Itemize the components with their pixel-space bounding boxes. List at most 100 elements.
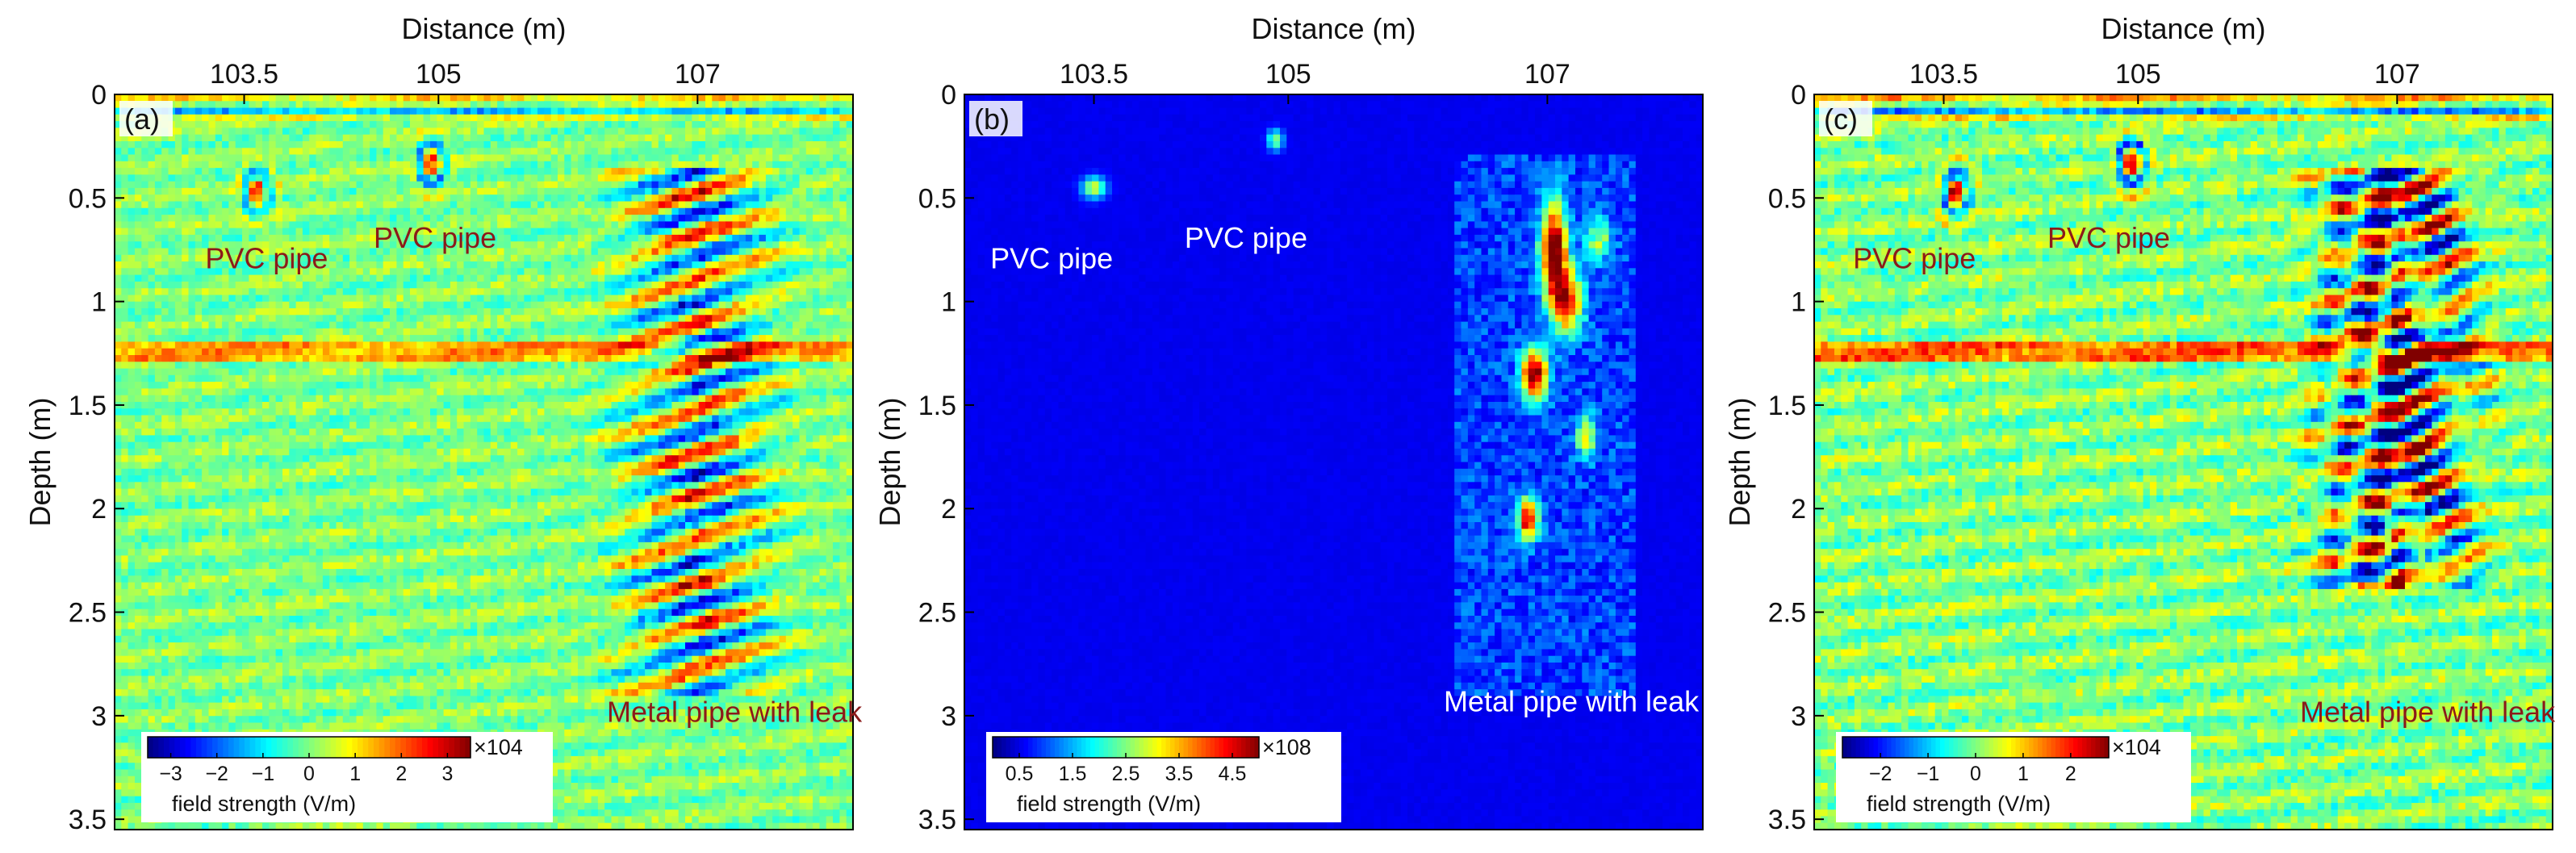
colorbar-swatch bbox=[228, 737, 234, 758]
colorbar-swatch bbox=[2043, 737, 2047, 758]
colorbar-swatch bbox=[1028, 737, 1033, 758]
colorbar-title: field strength (V/m) bbox=[1867, 792, 2051, 816]
colorbar-swatch bbox=[2029, 737, 2034, 758]
colorbar-tick-label: −2 bbox=[1869, 763, 1892, 785]
colorbar-swatch bbox=[336, 737, 341, 758]
colorbar-tick-label: 2 bbox=[2065, 763, 2076, 785]
x-tick-label: 103.5 bbox=[1060, 59, 1128, 90]
colorbar-tick-label: −2 bbox=[205, 763, 228, 785]
y-tick-label: 0 bbox=[941, 80, 956, 111]
colorbar-swatch bbox=[1847, 737, 1852, 758]
colorbar-swatch bbox=[148, 737, 153, 758]
colorbar-swatch bbox=[1984, 737, 1989, 758]
colorbar-swatch bbox=[454, 737, 460, 758]
colorbar-swatch bbox=[234, 737, 240, 758]
colorbar-swatch bbox=[2064, 737, 2069, 758]
colorbar-swatch bbox=[1099, 737, 1104, 758]
colorbar-swatch bbox=[1246, 737, 1251, 758]
colorbar-tick-label: 1 bbox=[349, 763, 361, 785]
colorbar-swatch bbox=[1851, 737, 1856, 758]
colorbar-swatch bbox=[331, 737, 337, 758]
colorbar-swatch bbox=[245, 737, 250, 758]
colorbar-tick-label: 0 bbox=[1970, 763, 1981, 785]
colorbar-swatch bbox=[2060, 737, 2065, 758]
colorbar-swatch bbox=[250, 737, 256, 758]
colorbar-swatch bbox=[1865, 737, 1870, 758]
y-tick-label: 1.5 bbox=[918, 391, 956, 421]
colorbar-swatch bbox=[223, 737, 228, 758]
colorbar-tick-label: 2 bbox=[395, 763, 407, 785]
y-tick-label: 1 bbox=[91, 287, 107, 318]
colorbar-swatch bbox=[2073, 737, 2078, 758]
colorbar-swatch bbox=[158, 737, 164, 758]
y-tick-label: 1.5 bbox=[69, 391, 107, 421]
colorbar-swatch bbox=[1064, 737, 1068, 758]
colorbar-swatch bbox=[2020, 737, 2025, 758]
colorbar-tick-label: 3.5 bbox=[1165, 763, 1194, 785]
colorbar-swatch bbox=[1931, 737, 1936, 758]
colorbar-swatch bbox=[196, 737, 202, 758]
colorbar-swatch bbox=[2096, 737, 2101, 758]
colorbar-swatch bbox=[1006, 737, 1011, 758]
colorbar-swatch bbox=[1993, 737, 1998, 758]
colorbar-swatch bbox=[390, 737, 395, 758]
y-tick-label: 1 bbox=[1791, 287, 1806, 318]
colorbar-swatch bbox=[1989, 737, 1994, 758]
x-tick-label: 105 bbox=[416, 59, 462, 90]
colorbar-swatch bbox=[190, 737, 196, 758]
colorbar-swatch bbox=[2038, 737, 2043, 758]
colorbar-swatch bbox=[2007, 737, 2012, 758]
colorbar-swatch bbox=[1135, 737, 1140, 758]
colorbar-swatch bbox=[1002, 737, 1006, 758]
colorbar-swatch bbox=[282, 737, 288, 758]
colorbar-swatch bbox=[293, 737, 299, 758]
colorbar-swatch bbox=[1046, 737, 1051, 758]
colorbar-swatch bbox=[993, 737, 997, 758]
y-tick-label: 3.5 bbox=[1768, 805, 1806, 835]
colorbar-swatch bbox=[239, 737, 245, 758]
colorbar-swatch bbox=[299, 737, 304, 758]
colorbar-title: field strength (V/m) bbox=[172, 792, 356, 816]
colorbar-swatch bbox=[1086, 737, 1091, 758]
colorbar-swatch bbox=[325, 737, 331, 758]
colorbar-swatch bbox=[1874, 737, 1879, 758]
colorbar-swatch bbox=[1140, 737, 1144, 758]
colorbar-swatch bbox=[1170, 737, 1175, 758]
colorbar-swatch bbox=[202, 737, 207, 758]
annotation-label: PVC pipe bbox=[1853, 242, 1976, 275]
colorbar-swatch bbox=[1842, 737, 1847, 758]
colorbar-swatch bbox=[449, 737, 454, 758]
colorbar-swatch bbox=[1090, 737, 1095, 758]
colorbar-swatch bbox=[1073, 737, 1077, 758]
colorbar-swatch bbox=[379, 737, 385, 758]
colorbar-tick-label: −3 bbox=[159, 763, 182, 785]
y-tick-label: 0.5 bbox=[1768, 183, 1806, 214]
colorbar-tick-label: 1 bbox=[2018, 763, 2029, 785]
colorbar-tick-label: 0 bbox=[303, 763, 315, 785]
colorbar-swatch bbox=[1161, 737, 1166, 758]
y-tick-label: 3 bbox=[941, 701, 956, 732]
y-tick-label: 0 bbox=[91, 80, 107, 111]
y-tick-label: 2.5 bbox=[69, 598, 107, 629]
colorbar-swatch bbox=[153, 737, 159, 758]
colorbar-swatch bbox=[1033, 737, 1038, 758]
colorbar-swatch bbox=[277, 737, 282, 758]
annotation-label: PVC pipe bbox=[1185, 221, 1307, 254]
colorbar-swatch bbox=[1219, 737, 1224, 758]
colorbar-swatch bbox=[1913, 737, 1918, 758]
colorbar-swatch bbox=[1237, 737, 1242, 758]
colorbar-swatch bbox=[1188, 737, 1193, 758]
colorbar-swatch bbox=[1980, 737, 1985, 758]
annotation-label: PVC pipe bbox=[205, 242, 328, 275]
colorbar-tick-label: 2.5 bbox=[1112, 763, 1140, 785]
colorbar-swatch bbox=[384, 737, 390, 758]
colorbar-swatch bbox=[2011, 737, 2016, 758]
colorbar-tick-label: 4.5 bbox=[1219, 763, 1247, 785]
colorbar-swatch bbox=[1909, 737, 1914, 758]
y-tick-label: 2.5 bbox=[918, 598, 956, 629]
colorbar-swatch bbox=[271, 737, 277, 758]
colorbar-swatch bbox=[207, 737, 212, 758]
